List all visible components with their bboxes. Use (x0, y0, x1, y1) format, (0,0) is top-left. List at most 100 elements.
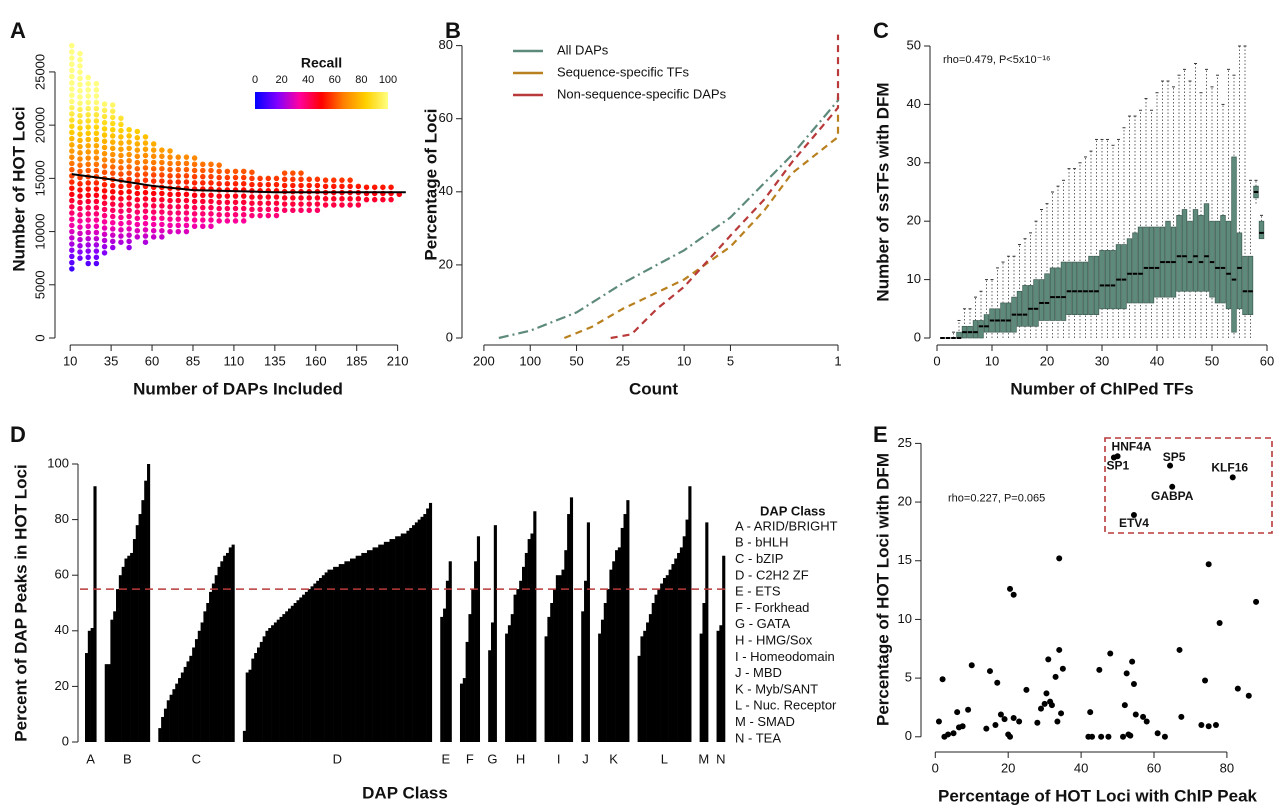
box (1066, 261, 1072, 315)
bar (273, 622, 278, 742)
point (1245, 692, 1252, 699)
box (1220, 215, 1226, 304)
bar (271, 625, 275, 742)
box (1165, 220, 1171, 298)
bar (600, 619, 605, 742)
box (1110, 250, 1116, 310)
bar (412, 525, 416, 742)
point (1045, 656, 1052, 663)
box (1187, 220, 1193, 292)
x-tick-label: 200 (473, 353, 495, 368)
x-tick-label: 0 (933, 353, 940, 368)
box (1115, 244, 1122, 310)
y-tick-label: 0 (62, 733, 69, 748)
bar (172, 689, 176, 742)
y-tick-label: 10000 (32, 213, 47, 249)
bar (507, 625, 512, 742)
point (1121, 702, 1128, 709)
bar (316, 580, 320, 742)
bar (637, 655, 641, 742)
x-tick-label: N (716, 751, 725, 766)
y-tick-label: 10 (907, 271, 921, 286)
point (1253, 598, 1260, 605)
point (1130, 680, 1137, 687)
x-tick-label: 60 (145, 353, 159, 368)
point (1202, 677, 1209, 684)
highlight-box (1104, 437, 1273, 534)
x-tick-label: J (582, 751, 589, 766)
labeled-point (1169, 483, 1176, 490)
bar (90, 628, 94, 742)
bar (448, 561, 452, 742)
point (1048, 702, 1055, 709)
box (972, 320, 979, 339)
bar (662, 577, 667, 742)
legend-label: E - ETS (735, 584, 781, 599)
y-tick-label: 25000 (32, 54, 47, 90)
bar (324, 572, 328, 742)
series-line (498, 96, 840, 340)
bar (406, 530, 410, 742)
box (1247, 255, 1254, 315)
bar (206, 603, 210, 742)
legend-label: I - Homeodomain (735, 649, 835, 664)
point-label: KLF16 (1211, 461, 1248, 475)
point (1140, 713, 1147, 720)
bar (209, 591, 213, 742)
bar (341, 564, 345, 742)
y-tick-label: 15000 (32, 160, 47, 196)
point (1205, 723, 1212, 730)
bar (296, 600, 300, 742)
box (1082, 261, 1089, 315)
legend-title: DAP Class (760, 503, 826, 518)
x-tick-label: 60 (1260, 353, 1274, 368)
series-line (563, 111, 840, 340)
bar (679, 547, 684, 742)
bar (138, 514, 142, 742)
point (997, 711, 1004, 718)
bar (327, 569, 331, 742)
x-tick-label: F (466, 751, 474, 766)
legend-label: All DAPs (557, 42, 609, 57)
point (1212, 722, 1219, 729)
point (1143, 718, 1150, 725)
bar (87, 630, 91, 742)
x-axis-title: Number of ChIPed TFs (1010, 379, 1193, 398)
point (1123, 670, 1130, 677)
box (1016, 290, 1023, 327)
bar (722, 555, 726, 742)
bar (409, 527, 413, 742)
bar (161, 716, 165, 742)
box (1088, 255, 1094, 315)
x-tick-label: K (609, 751, 618, 766)
box (1104, 250, 1111, 310)
bar (231, 544, 235, 742)
x-tick-label: G (487, 751, 497, 766)
point (1001, 716, 1008, 723)
box (1055, 267, 1061, 321)
bar (189, 655, 193, 742)
x-tick-label: 60 (1147, 760, 1161, 775)
legend-label: N - TEA (735, 730, 781, 745)
series-line (610, 34, 840, 340)
x-axis-title: Count (629, 379, 678, 398)
bar (287, 608, 292, 742)
box (1044, 273, 1050, 321)
x-tick-label: 1 (834, 353, 841, 368)
y-tick-label: 0 (905, 728, 912, 743)
bar (646, 622, 650, 742)
box (1093, 255, 1100, 315)
box (1214, 220, 1221, 304)
bar (381, 544, 385, 742)
bar (135, 525, 139, 742)
bar (445, 580, 450, 742)
x-tick-label: 40 (1074, 760, 1088, 775)
bar (544, 636, 548, 742)
point (1038, 705, 1044, 712)
panel-letter: D (10, 422, 26, 447)
x-tick-label: C (192, 751, 201, 766)
box (1132, 232, 1138, 304)
x-tick-label: 20 (1040, 353, 1054, 368)
y-axis-title: Number of ssTFs with DFM (873, 82, 892, 301)
bar (366, 550, 371, 742)
